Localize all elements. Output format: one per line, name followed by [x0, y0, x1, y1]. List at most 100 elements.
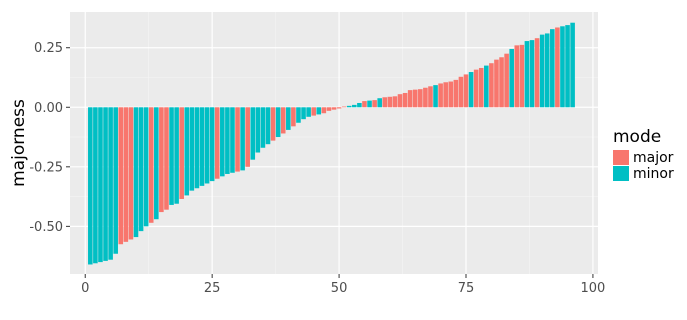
bar-minor — [169, 107, 174, 205]
bar-major — [321, 107, 327, 114]
x-tick-label: 50 — [331, 281, 348, 296]
bar-major — [499, 57, 504, 108]
bar-minor — [103, 107, 108, 261]
bar-major — [418, 89, 423, 108]
bar-major — [336, 107, 342, 109]
legend-key-minor — [613, 166, 629, 181]
y-tick-label: 0.25 — [34, 41, 63, 56]
bar-major — [123, 107, 129, 242]
bar-minor — [93, 107, 98, 264]
bar-major — [458, 76, 464, 108]
bar-minor — [468, 72, 474, 108]
y-tick-label: -0.25 — [29, 160, 63, 175]
bar-major — [159, 107, 164, 213]
bar-minor — [306, 107, 311, 117]
bar-major — [473, 69, 479, 108]
bar-minor — [225, 107, 230, 174]
bar-major — [311, 107, 316, 116]
bar-major — [438, 83, 443, 108]
x-tick-label: 0 — [81, 281, 89, 296]
bar-major — [407, 90, 413, 108]
bar-minor — [250, 107, 256, 160]
y-tick-label: -0.50 — [29, 220, 63, 235]
bar-major — [341, 106, 347, 108]
bar-major — [214, 107, 220, 179]
bar-major — [504, 53, 509, 108]
bar-minor — [230, 107, 235, 173]
legend-title: mode — [613, 127, 661, 147]
bar-minor — [377, 98, 382, 108]
bar-major — [494, 59, 499, 108]
bar-major — [387, 96, 393, 108]
bar-major — [397, 94, 403, 108]
bar-minor — [209, 107, 215, 182]
bar-minor — [367, 100, 372, 108]
y-axis: -0.50 -0.25 0.00 0.25 — [29, 41, 70, 235]
bar-major — [448, 81, 454, 108]
bar-major — [534, 38, 540, 108]
bar-major — [326, 107, 332, 111]
bar-minor — [544, 33, 550, 108]
bar-minor — [143, 107, 149, 227]
x-axis: 0 25 50 75 100 — [81, 274, 605, 296]
bar-major — [478, 67, 484, 108]
bar-minor — [113, 107, 118, 254]
bar-minor — [352, 104, 357, 108]
bar-major — [235, 107, 240, 172]
bar-minor — [565, 25, 570, 108]
bar-minor — [509, 48, 514, 108]
x-tick-label: 25 — [204, 281, 221, 296]
bar-major — [382, 97, 388, 108]
bar-minor — [189, 107, 195, 191]
bar-major — [489, 63, 494, 108]
bar-minor — [433, 85, 438, 108]
bar-minor — [260, 107, 266, 148]
legend-label-major: major — [633, 150, 674, 166]
bar-major — [443, 82, 448, 108]
bar-major — [519, 44, 525, 108]
bars — [88, 22, 575, 265]
bar-major — [331, 107, 337, 110]
bar-minor — [194, 107, 200, 189]
bar-major — [291, 107, 296, 127]
bar-minor — [570, 22, 575, 108]
bar-major — [280, 107, 286, 134]
x-tick-label: 75 — [458, 281, 475, 296]
bar-minor — [133, 107, 139, 238]
bar-minor — [204, 107, 210, 184]
bar-minor — [255, 107, 261, 153]
bar-minor — [524, 41, 530, 108]
bar-minor — [484, 65, 489, 108]
bar-minor — [301, 107, 306, 120]
legend-key-major — [613, 150, 629, 165]
bar-minor — [108, 107, 113, 260]
bar-major — [514, 45, 520, 108]
legend-label-minor: minor — [633, 166, 674, 182]
bar-minor — [240, 107, 245, 171]
bar-minor — [88, 107, 93, 265]
bar-major — [392, 96, 398, 108]
bar-minor — [265, 107, 271, 145]
bar-major — [453, 79, 459, 108]
bar-minor — [174, 107, 179, 204]
legend: mode major minor — [613, 127, 674, 182]
bar-minor — [98, 107, 103, 263]
bar-major — [428, 86, 433, 108]
bar-minor — [357, 102, 362, 108]
bar-minor — [199, 107, 205, 186]
bar-minor — [560, 26, 565, 108]
bar-major — [423, 87, 428, 108]
bar-minor — [539, 34, 545, 108]
bar-minor — [184, 107, 190, 196]
bar-minor — [275, 107, 281, 138]
y-axis-title: majorness — [9, 99, 29, 187]
bar-minor — [529, 40, 535, 108]
bar-minor — [316, 107, 322, 115]
bar-major — [372, 100, 377, 108]
bar-major — [362, 101, 367, 108]
bar-major — [412, 89, 418, 108]
bar-major — [148, 107, 154, 223]
bar-minor — [138, 107, 144, 232]
